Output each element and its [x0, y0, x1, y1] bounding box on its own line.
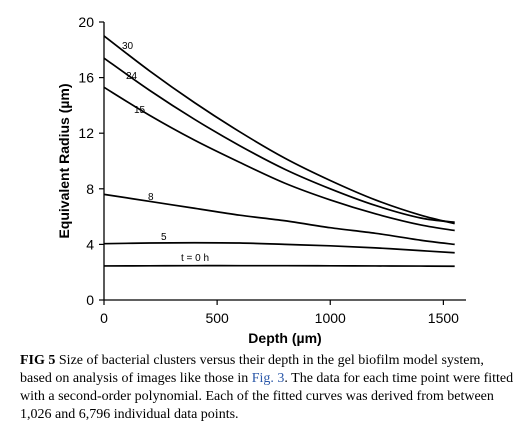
series-line — [103, 264, 455, 268]
y-tick-label: 20 — [78, 14, 94, 30]
y-tick-label: 16 — [78, 70, 94, 86]
series-line — [103, 241, 455, 254]
series-label: 5 — [161, 232, 167, 243]
series-line — [103, 35, 455, 225]
series-line — [103, 57, 455, 224]
y-tick-label: 0 — [86, 292, 94, 308]
y-tick-label: 8 — [86, 181, 94, 197]
series-label: 15 — [134, 105, 146, 116]
series-line — [103, 193, 455, 246]
series-label: t = 0 h — [181, 253, 209, 264]
figure: 0 4 8 12 16 20 0 500 1000 1500 Depth (µm) Equivalen… — [56, 14, 466, 346]
y-axis-label: Equivalent Radius (µm) — [56, 83, 72, 238]
x-tick-label: 1000 — [315, 310, 346, 326]
series-line — [103, 86, 455, 232]
figure-reference-link[interactable]: Fig. 3 — [251, 371, 285, 386]
figure-label: FIG 5 — [20, 353, 56, 368]
series-label: 30 — [122, 41, 134, 52]
y-tick-label: 4 — [86, 236, 94, 252]
x-tick-label: 0 — [100, 310, 108, 326]
x-tick-label: 1500 — [428, 310, 459, 326]
chart: 0 4 8 12 16 20 0 500 1000 1500 Depth (µm) Equivalen… — [56, 14, 466, 346]
figure-caption: FIG 5 Size of bacterial clusters versus … — [20, 352, 514, 424]
caption-text-before: Size of bacterial clusters versus their … — [20, 353, 484, 386]
series-label: 8 — [148, 192, 154, 203]
y-tick-label: 12 — [78, 125, 94, 141]
series-label: 24 — [126, 71, 138, 82]
x-tick-label: 500 — [205, 310, 229, 326]
caption-text-after: . The data for each time point were fitt… — [20, 371, 514, 422]
x-axis-label: Depth (µm) — [248, 330, 321, 346]
